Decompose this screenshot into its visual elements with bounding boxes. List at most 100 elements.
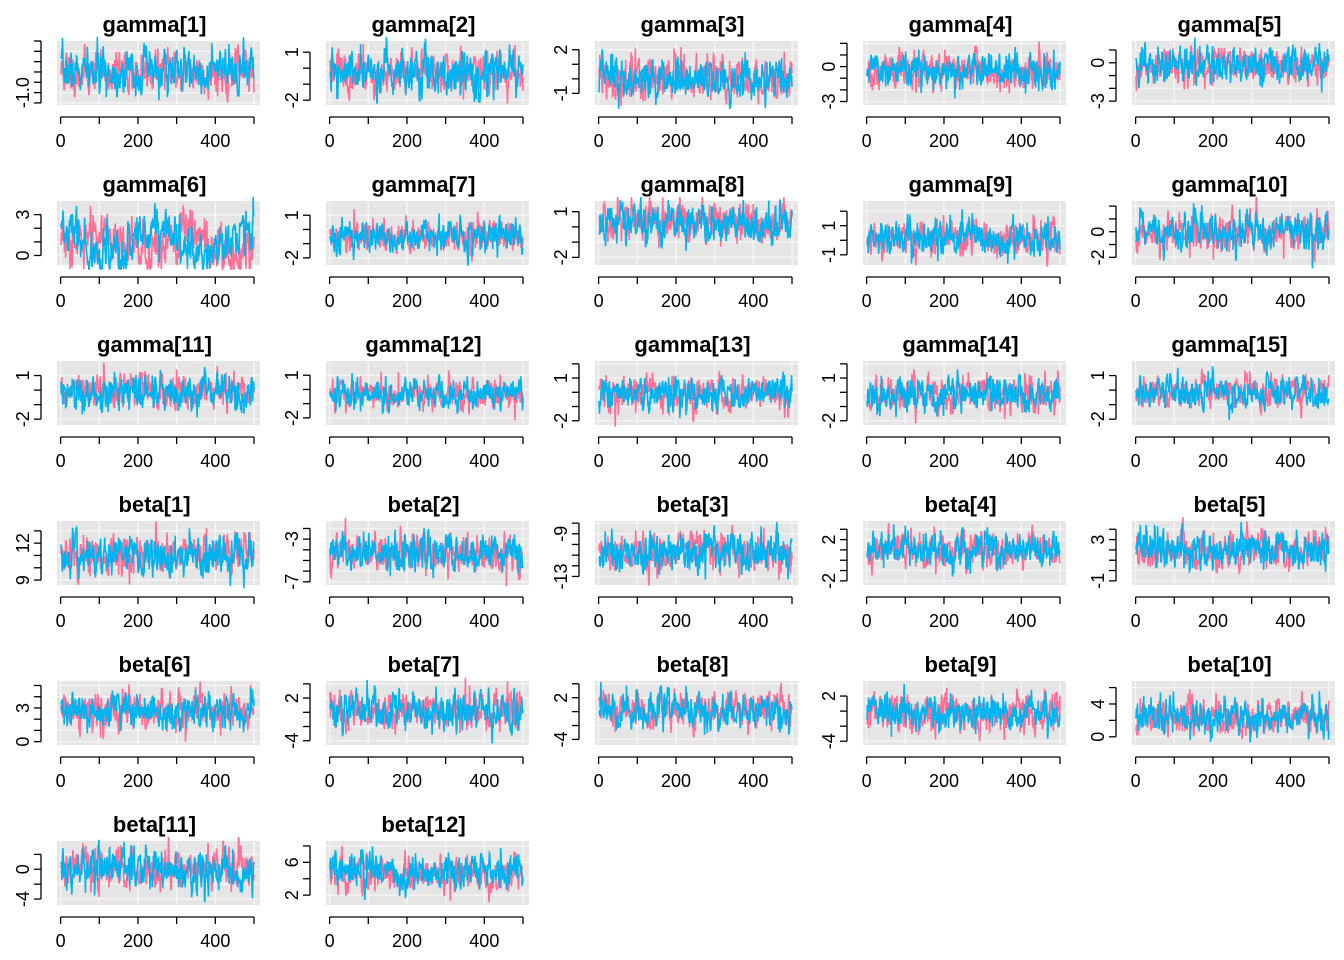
y-tick-label: -3 [1088,93,1108,109]
trace-panel: beta[5] -1 3 0 200 400 [1088,492,1335,631]
y-tick-label: 2 [819,691,839,701]
trace-panel: beta[7] -4 2 0 200 400 [282,652,529,791]
x-tick-label: 200 [1198,291,1228,311]
chain-2-line [329,373,524,415]
chain-2-line [60,688,255,734]
panel-title: beta[1] [118,492,190,517]
y-tick-label: 3 [1088,535,1108,545]
x-tick-label: 0 [594,131,604,151]
panel-title: gamma[3] [641,12,745,37]
chain-2-line [598,522,793,580]
y-tick-label: 0 [1088,227,1108,237]
trace-panel: beta[3] -13 -9 0 200 400 [551,492,798,631]
panel-title: beta[5] [1193,492,1265,517]
x-tick-label: 400 [1006,611,1036,631]
chain-2-line [598,682,793,736]
x-tick-label: 200 [123,131,153,151]
trace-panel: gamma[14] -2 1 0 200 400 [819,332,1066,471]
x-tick-label: 400 [200,611,230,631]
y-tick-label: 0 [1088,732,1108,742]
y-tick-label: 0 [819,62,839,72]
x-tick-label: 200 [123,931,153,951]
chain-2-line [60,839,255,903]
trace-panel: beta[6] 0 3 0 200 400 [13,652,260,791]
chain-1-line [1135,689,1330,741]
y-tick-label: 1 [282,370,302,380]
x-tick-label: 200 [929,611,959,631]
x-tick-label: 400 [738,131,768,151]
y-tick-label: -4 [282,733,302,749]
x-tick-label: 200 [1198,771,1228,791]
chain-2-line [1135,203,1330,269]
trace-panel: gamma[5] -3 0 0 200 400 [1088,12,1335,151]
x-tick-label: 200 [392,451,422,471]
trace-panel: gamma[3] -1 2 0 200 400 [551,12,798,151]
trace-panel: gamma[8] -2 1 0 200 400 [551,172,798,311]
x-tick-label: 0 [325,291,335,311]
panel-title: beta[8] [656,652,728,677]
x-tick-label: 200 [123,291,153,311]
y-tick-label: 0 [13,250,33,260]
panel-title: beta[3] [656,492,728,517]
trace-panel: gamma[6] 0 3 0 200 400 [13,172,260,311]
panel-title: gamma[11] [97,332,212,357]
chain-2-line [1135,37,1330,93]
x-tick-label: 400 [469,931,499,951]
x-tick-label: 0 [594,611,604,631]
x-tick-label: 200 [661,291,691,311]
y-tick-label: 12 [13,533,33,553]
x-tick-label: 0 [56,131,66,151]
chain-2-line [60,36,255,101]
x-tick-label: 0 [1131,131,1141,151]
x-tick-label: 400 [1275,451,1305,471]
x-tick-label: 200 [392,771,422,791]
y-tick-label: -4 [819,733,839,749]
x-tick-label: 0 [1131,291,1141,311]
x-tick-label: 0 [325,771,335,791]
x-tick-label: 400 [469,451,499,471]
y-tick-label: -3 [282,531,302,547]
x-tick-label: 0 [594,451,604,471]
trace-panel: gamma[12] -2 1 0 200 400 [282,332,529,471]
x-tick-label: 0 [56,451,66,471]
x-tick-label: 0 [56,611,66,631]
y-tick-label: -2 [551,413,571,429]
x-tick-label: 400 [200,131,230,151]
y-tick-label: 1 [13,371,33,381]
y-tick-label: 2 [282,693,302,703]
trace-panel: gamma[9] -1 1 0 200 400 [819,172,1066,311]
chain-2-line [1135,521,1330,573]
x-tick-label: 200 [1198,131,1228,151]
x-tick-label: 400 [469,611,499,631]
panel-title: beta[7] [387,652,459,677]
x-tick-label: 400 [200,771,230,791]
chain-2-line [329,36,524,105]
panel-title: gamma[8] [641,172,745,197]
trace-panel: beta[9] -4 2 0 200 400 [819,652,1066,791]
panel-title: beta[6] [118,652,190,677]
x-tick-label: 400 [469,291,499,311]
panel-title: gamma[13] [634,332,750,357]
panel-title: beta[2] [387,492,459,517]
trace-panel: beta[2] -7 -3 0 200 400 [282,492,529,631]
x-tick-label: 0 [325,451,335,471]
x-tick-label: 400 [1006,451,1036,471]
x-tick-label: 0 [1131,611,1141,631]
x-tick-label: 200 [929,291,959,311]
x-tick-label: 400 [738,611,768,631]
y-tick-label: -2 [13,411,33,427]
trace-panel: gamma[15] -2 1 0 200 400 [1088,332,1335,471]
y-tick-label: 2 [819,535,839,545]
x-tick-label: 200 [123,451,153,471]
panel-title: beta[4] [924,492,996,517]
chain-2-line [1135,366,1330,421]
x-tick-label: 400 [1275,611,1305,631]
trace-panel: beta[11] -4 0 0 200 400 [13,812,260,951]
y-tick-label: -7 [282,574,302,590]
x-tick-label: 200 [123,771,153,791]
y-tick-label: 1 [1088,371,1108,381]
panel-title: beta[10] [1187,652,1271,677]
trace-panel: beta[1] 9 12 0 200 400 [13,492,260,631]
y-tick-label: 0 [1088,58,1108,68]
